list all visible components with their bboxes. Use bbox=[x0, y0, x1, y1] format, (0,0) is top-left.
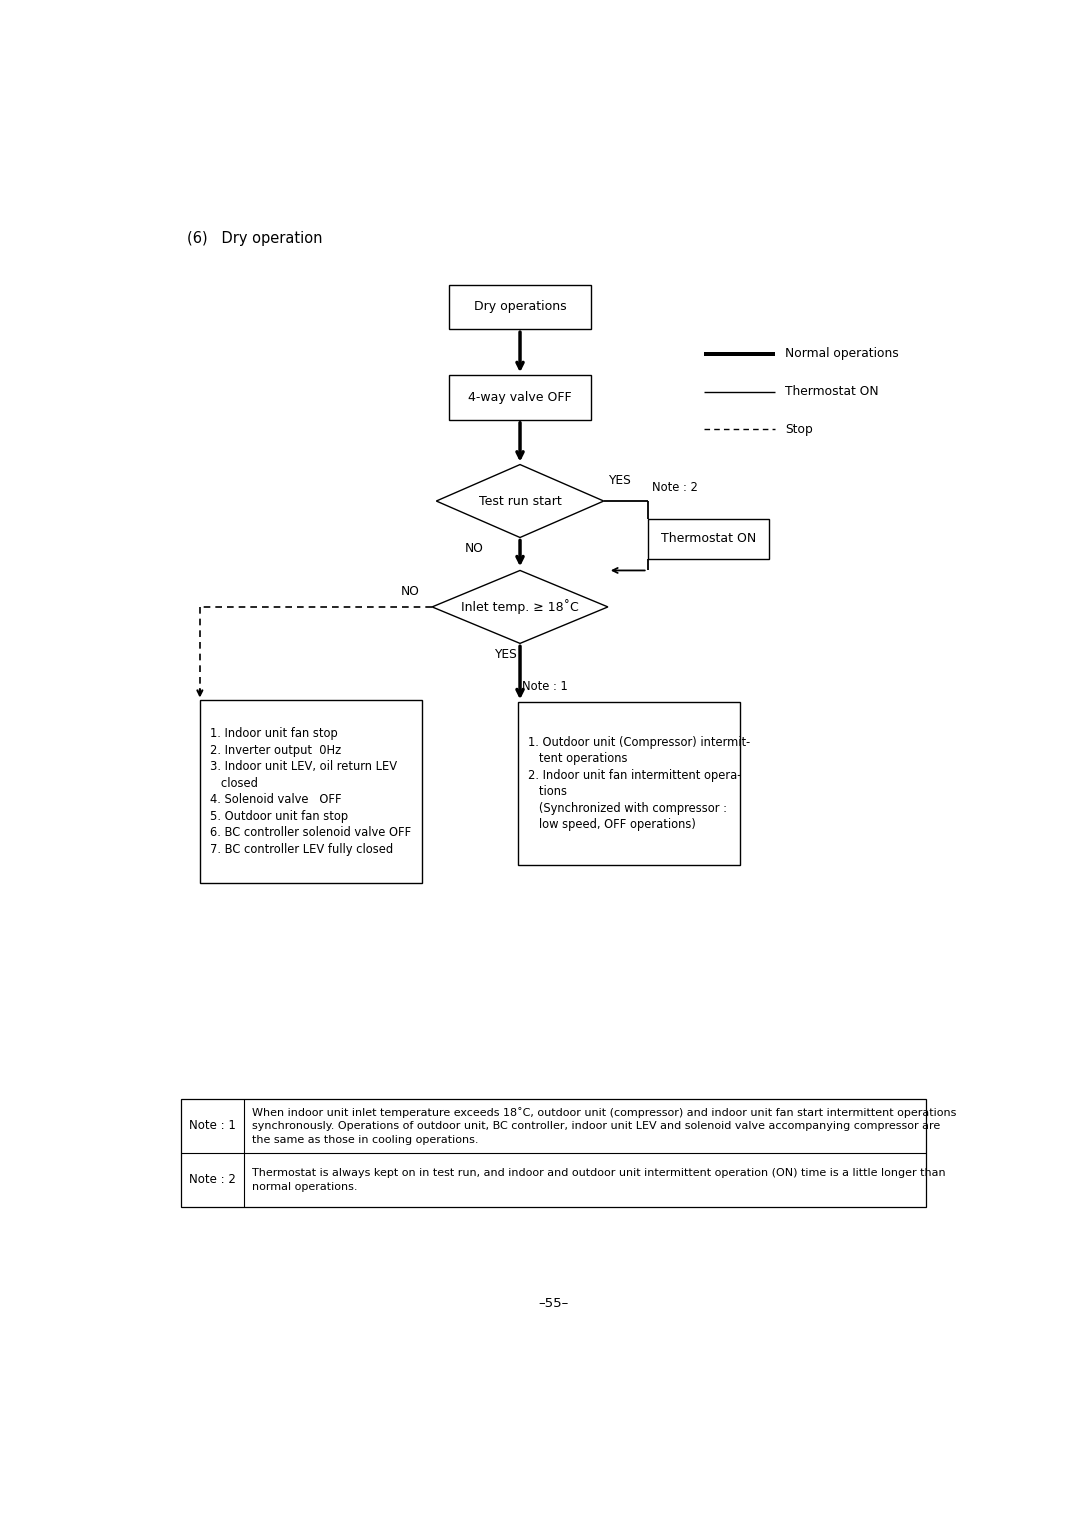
FancyBboxPatch shape bbox=[518, 703, 740, 865]
Text: Thermostat ON: Thermostat ON bbox=[661, 532, 756, 545]
Text: 1. Indoor unit fan stop
2. Inverter output  0Hz
3. Indoor unit LEV, oil return L: 1. Indoor unit fan stop 2. Inverter outp… bbox=[210, 727, 411, 856]
Text: Stop: Stop bbox=[785, 423, 813, 435]
FancyBboxPatch shape bbox=[449, 284, 591, 329]
Text: Normal operations: Normal operations bbox=[785, 347, 899, 361]
Text: 1. Outdoor unit (Compressor) intermit-
   tent operations
2. Indoor unit fan int: 1. Outdoor unit (Compressor) intermit- t… bbox=[528, 735, 751, 831]
Polygon shape bbox=[436, 465, 604, 538]
Text: Note : 2: Note : 2 bbox=[189, 1174, 235, 1186]
Text: Thermostat ON: Thermostat ON bbox=[785, 385, 879, 399]
Text: Note : 1: Note : 1 bbox=[522, 680, 568, 692]
FancyBboxPatch shape bbox=[181, 1099, 926, 1207]
Text: Note : 1: Note : 1 bbox=[189, 1120, 235, 1132]
Text: Dry operations: Dry operations bbox=[474, 301, 566, 313]
Text: Inlet temp. ≥ 18˚C: Inlet temp. ≥ 18˚C bbox=[461, 599, 579, 614]
Text: Thermostat is always kept on in test run, and indoor and outdoor unit intermitte: Thermostat is always kept on in test run… bbox=[253, 1167, 946, 1192]
Text: Note : 2: Note : 2 bbox=[652, 481, 698, 494]
Text: Test run start: Test run start bbox=[478, 495, 562, 507]
FancyBboxPatch shape bbox=[449, 376, 591, 420]
FancyBboxPatch shape bbox=[648, 518, 769, 559]
Text: YES: YES bbox=[494, 648, 516, 662]
Text: (6)   Dry operation: (6) Dry operation bbox=[187, 231, 323, 246]
Text: When indoor unit inlet temperature exceeds 18˚C, outdoor unit (compressor) and i: When indoor unit inlet temperature excee… bbox=[253, 1106, 957, 1144]
Text: NO: NO bbox=[401, 585, 420, 597]
Text: 4-way valve OFF: 4-way valve OFF bbox=[469, 391, 571, 403]
FancyBboxPatch shape bbox=[200, 700, 421, 883]
Text: –55–: –55– bbox=[538, 1297, 569, 1309]
Text: NO: NO bbox=[464, 542, 484, 555]
Polygon shape bbox=[432, 570, 608, 643]
Text: YES: YES bbox=[608, 474, 631, 487]
